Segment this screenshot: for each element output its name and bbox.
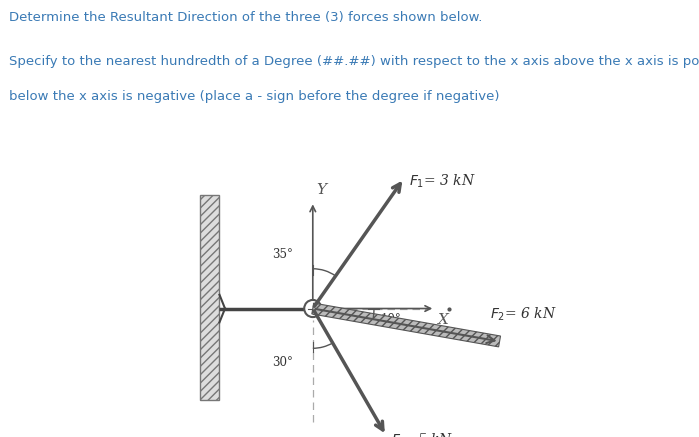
Text: Y: Y — [317, 183, 326, 197]
Text: $F_3$=5 kN: $F_3$=5 kN — [391, 432, 453, 437]
Text: $F_1$= 3 kN: $F_1$= 3 kN — [409, 173, 475, 190]
Bar — [200, 195, 219, 400]
Text: $F_2$= 6 kN: $F_2$= 6 kN — [491, 306, 557, 323]
Text: 35°: 35° — [272, 249, 293, 261]
Circle shape — [304, 300, 322, 317]
Text: 30°: 30° — [272, 356, 293, 368]
Text: Specify to the nearest hundredth of a Degree (##.##) with respect to the x axis : Specify to the nearest hundredth of a De… — [9, 55, 699, 68]
Text: X: X — [438, 313, 449, 327]
Text: below the x axis is negative (place a - sign before the degree if negative): below the x axis is negative (place a - … — [9, 90, 500, 103]
Text: Determine the Resultant Direction of the three (3) forces shown below.: Determine the Resultant Direction of the… — [9, 11, 482, 24]
Polygon shape — [312, 303, 500, 347]
Text: 10°: 10° — [380, 313, 401, 326]
